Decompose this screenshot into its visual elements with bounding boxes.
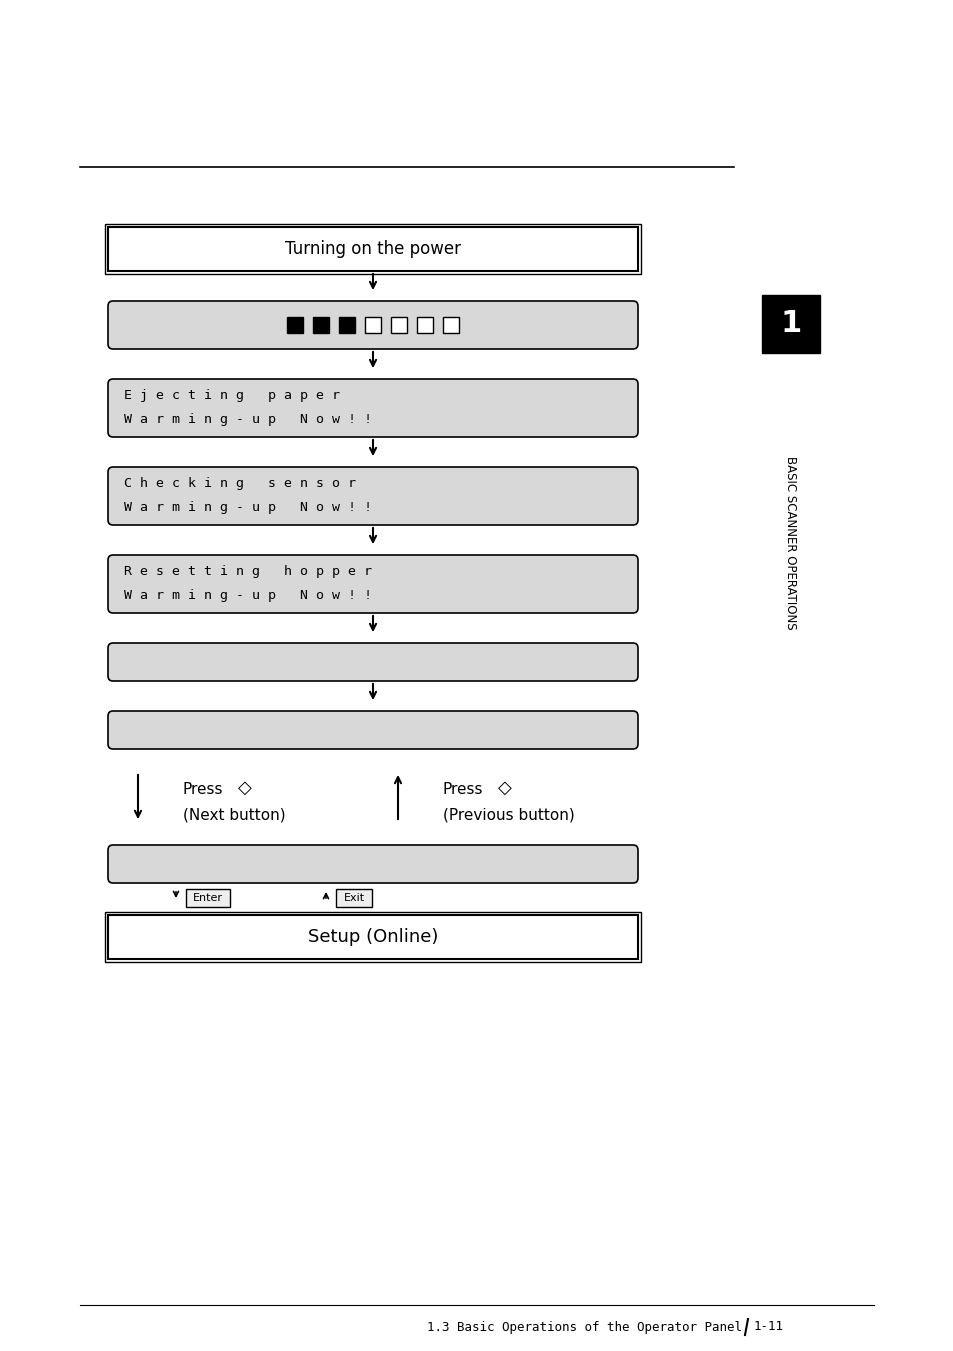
FancyBboxPatch shape <box>108 301 638 349</box>
FancyBboxPatch shape <box>108 643 638 681</box>
Bar <box>335 889 372 907</box>
FancyBboxPatch shape <box>108 711 638 748</box>
Bar <box>761 295 820 353</box>
Text: R e s e t t i n g   h o p p e r: R e s e t t i n g h o p p e r <box>124 565 372 577</box>
Bar <box>416 317 433 332</box>
Text: (Previous button): (Previous button) <box>442 808 574 823</box>
Text: Press: Press <box>442 781 483 797</box>
Text: (Next button): (Next button) <box>183 808 285 823</box>
Text: W a r m i n g - u p   N o w ! !: W a r m i n g - u p N o w ! ! <box>124 412 372 426</box>
Bar <box>442 317 458 332</box>
Text: ◇: ◇ <box>237 780 252 797</box>
FancyBboxPatch shape <box>108 380 638 436</box>
Text: Turning on the power: Turning on the power <box>285 240 460 258</box>
Text: ◇: ◇ <box>497 780 512 797</box>
Text: W a r m i n g - u p   N o w ! !: W a r m i n g - u p N o w ! ! <box>124 589 372 601</box>
Bar <box>287 317 303 332</box>
Text: Setup (Online): Setup (Online) <box>308 928 437 946</box>
Text: E j e c t i n g   p a p e r: E j e c t i n g p a p e r <box>124 389 339 401</box>
Bar <box>105 912 640 962</box>
Text: 1: 1 <box>780 309 801 339</box>
Text: Press: Press <box>183 781 223 797</box>
Text: 1.3 Basic Operations of the Operator Panel: 1.3 Basic Operations of the Operator Pan… <box>427 1320 741 1333</box>
Bar <box>186 889 230 907</box>
FancyBboxPatch shape <box>108 467 638 526</box>
Text: Exit: Exit <box>343 893 364 902</box>
FancyBboxPatch shape <box>108 844 638 884</box>
Text: BASIC SCANNER OPERATIONS: BASIC SCANNER OPERATIONS <box>783 457 797 630</box>
Text: W a r m i n g - u p   N o w ! !: W a r m i n g - u p N o w ! ! <box>124 500 372 513</box>
Bar <box>105 224 640 274</box>
Bar <box>365 317 380 332</box>
Bar <box>338 317 355 332</box>
FancyBboxPatch shape <box>108 555 638 613</box>
Text: 1-11: 1-11 <box>753 1320 783 1333</box>
Bar <box>108 915 638 959</box>
Bar <box>108 227 638 272</box>
Bar <box>391 317 407 332</box>
Text: C h e c k i n g   s e n s o r: C h e c k i n g s e n s o r <box>124 477 355 489</box>
Text: Enter: Enter <box>193 893 223 902</box>
Bar <box>313 317 329 332</box>
